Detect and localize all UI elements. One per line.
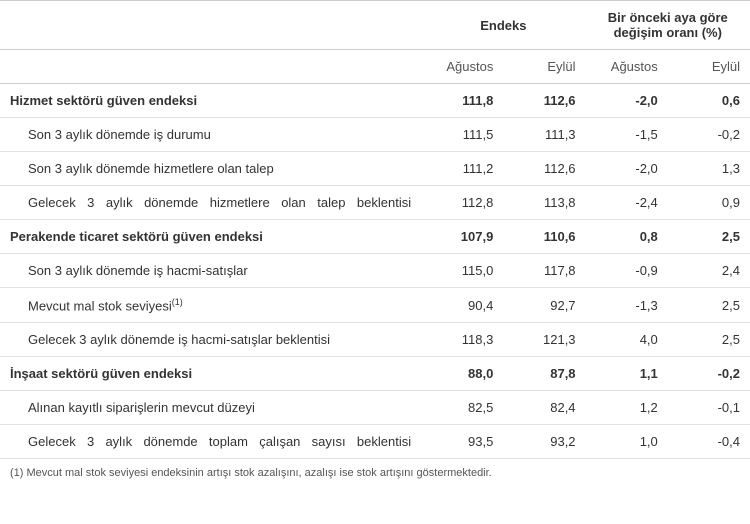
cell-value: 112,8 — [421, 186, 503, 220]
cell-value: 2,5 — [668, 288, 750, 323]
cell-value: 111,8 — [421, 84, 503, 118]
row-label: Gelecek 3 aylık dönemde iş hacmi-satışla… — [0, 323, 421, 357]
sub-row: Gelecek 3 aylık dönemde hizmetlere olan … — [0, 186, 750, 220]
cell-value: 1,0 — [586, 425, 668, 459]
table-header: Endeks Bir önceki aya göre değişim oranı… — [0, 1, 750, 84]
footnote-ref: (1) — [172, 297, 183, 307]
row-label: Son 3 aylık dönemde iş durumu — [0, 118, 421, 152]
row-label: Perakende ticaret sektörü güven endeksi — [0, 220, 421, 254]
cell-value: 1,3 — [668, 152, 750, 186]
cell-value: -2,4 — [586, 186, 668, 220]
cell-value: -0,4 — [668, 425, 750, 459]
cell-value: 87,8 — [503, 357, 585, 391]
cell-value: 0,6 — [668, 84, 750, 118]
section-row: Perakende ticaret sektörü güven endeksi1… — [0, 220, 750, 254]
cell-value: -0,2 — [668, 357, 750, 391]
cell-value: 90,4 — [421, 288, 503, 323]
row-label: Gelecek 3 aylık dönemde toplam çalışan s… — [0, 425, 421, 459]
sub-row: Gelecek 3 aylık dönemde toplam çalışan s… — [0, 425, 750, 459]
footnote: (1) Mevcut mal stok seviyesi endeksinin … — [0, 459, 750, 483]
cell-value: -1,5 — [586, 118, 668, 152]
cell-value: -0,9 — [586, 254, 668, 288]
cell-value: 117,8 — [503, 254, 585, 288]
row-label: Alınan kayıtlı siparişlerin mevcut düzey… — [0, 391, 421, 425]
confidence-index-table: Endeks Bir önceki aya göre değişim oranı… — [0, 0, 750, 459]
table-body: Hizmet sektörü güven endeksi111,8112,6-2… — [0, 84, 750, 459]
cell-value: 2,5 — [668, 220, 750, 254]
section-row: Hizmet sektörü güven endeksi111,8112,6-2… — [0, 84, 750, 118]
row-label: Son 3 aylık dönemde iş hacmi-satışlar — [0, 254, 421, 288]
row-label: Gelecek 3 aylık dönemde hizmetlere olan … — [0, 186, 421, 220]
sub-row: Son 3 aylık dönemde hizmetlere olan tale… — [0, 152, 750, 186]
cell-value: 112,6 — [503, 152, 585, 186]
sub-row: Son 3 aylık dönemde iş hacmi-satışlar115… — [0, 254, 750, 288]
subheader-aug-1: Ağustos — [421, 50, 503, 84]
cell-value: 88,0 — [421, 357, 503, 391]
row-label: Hizmet sektörü güven endeksi — [0, 84, 421, 118]
cell-value: 0,9 — [668, 186, 750, 220]
cell-value: 111,2 — [421, 152, 503, 186]
cell-value: 112,6 — [503, 84, 585, 118]
cell-value: 1,2 — [586, 391, 668, 425]
sub-row: Mevcut mal stok seviyesi(1)90,492,7-1,32… — [0, 288, 750, 323]
cell-value: 93,5 — [421, 425, 503, 459]
cell-value: 1,1 — [586, 357, 668, 391]
cell-value: 93,2 — [503, 425, 585, 459]
cell-value: 113,8 — [503, 186, 585, 220]
cell-value: 115,0 — [421, 254, 503, 288]
subheader-sep-2: Eylül — [668, 50, 750, 84]
section-row: İnşaat sektörü güven endeksi88,087,81,1-… — [0, 357, 750, 391]
cell-value: 82,4 — [503, 391, 585, 425]
cell-value: -0,1 — [668, 391, 750, 425]
subheader-aug-2: Ağustos — [586, 50, 668, 84]
row-label: Mevcut mal stok seviyesi(1) — [0, 288, 421, 323]
cell-value: 2,4 — [668, 254, 750, 288]
header-blank — [0, 1, 421, 50]
cell-value: 82,5 — [421, 391, 503, 425]
row-label: İnşaat sektörü güven endeksi — [0, 357, 421, 391]
cell-value: -1,3 — [586, 288, 668, 323]
header-group-change: Bir önceki aya göre değişim oranı (%) — [586, 1, 750, 50]
cell-value: 110,6 — [503, 220, 585, 254]
cell-value: 121,3 — [503, 323, 585, 357]
subheader-sep-1: Eylül — [503, 50, 585, 84]
cell-value: 111,5 — [421, 118, 503, 152]
row-label: Son 3 aylık dönemde hizmetlere olan tale… — [0, 152, 421, 186]
cell-value: -0,2 — [668, 118, 750, 152]
cell-value: -2,0 — [586, 152, 668, 186]
cell-value: 92,7 — [503, 288, 585, 323]
cell-value: 4,0 — [586, 323, 668, 357]
subheader-blank — [0, 50, 421, 84]
sub-row: Son 3 aylık dönemde iş durumu111,5111,3-… — [0, 118, 750, 152]
sub-row: Gelecek 3 aylık dönemde iş hacmi-satışla… — [0, 323, 750, 357]
cell-value: 0,8 — [586, 220, 668, 254]
cell-value: 111,3 — [503, 118, 585, 152]
cell-value: 118,3 — [421, 323, 503, 357]
sub-row: Alınan kayıtlı siparişlerin mevcut düzey… — [0, 391, 750, 425]
header-group-index: Endeks — [421, 1, 585, 50]
cell-value: 107,9 — [421, 220, 503, 254]
cell-value: 2,5 — [668, 323, 750, 357]
cell-value: -2,0 — [586, 84, 668, 118]
